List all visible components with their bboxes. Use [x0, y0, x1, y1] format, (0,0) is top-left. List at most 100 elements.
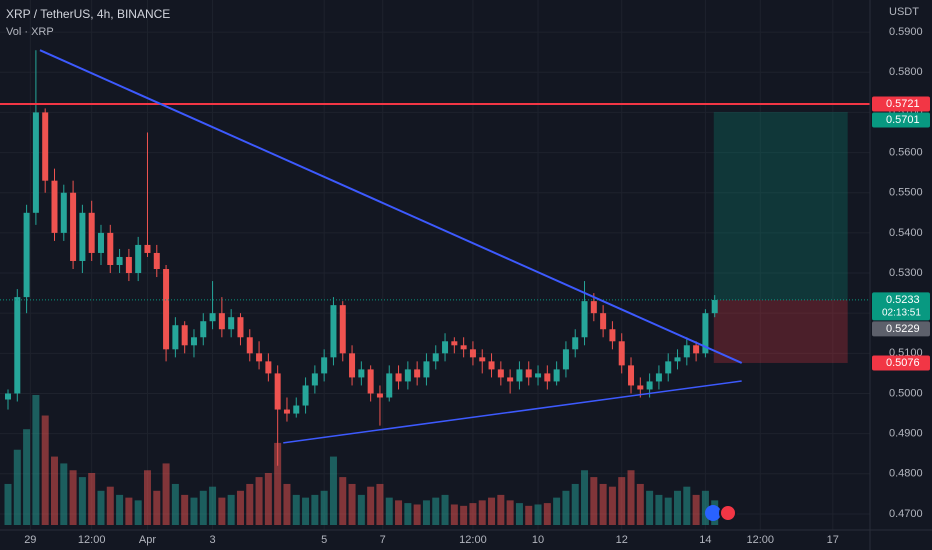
volume-bar: [236, 490, 244, 525]
candle-body: [460, 345, 467, 350]
volume-bar: [255, 477, 263, 525]
volume-bar: [50, 456, 58, 525]
candle-body: [544, 373, 551, 382]
candle-body: [646, 381, 653, 390]
volume-bar: [674, 490, 682, 525]
volume-bar: [60, 463, 68, 525]
volume-bar: [199, 490, 207, 525]
price-tag-label: 0.5229: [886, 323, 920, 335]
volume-bar: [88, 473, 96, 525]
candle-body: [562, 349, 569, 370]
volume-bar: [4, 483, 12, 525]
trendline: [283, 380, 742, 444]
volume-bar: [209, 486, 217, 525]
volume-bar: [218, 497, 226, 525]
volume-bar: [311, 494, 319, 525]
x-tick-label: 7: [380, 534, 386, 546]
candle-body: [283, 409, 290, 414]
candle-body: [163, 269, 170, 350]
volume-bar: [143, 470, 151, 525]
x-tick-label: 10: [532, 534, 544, 546]
candle-body: [42, 112, 49, 181]
candle-body: [293, 405, 300, 414]
candle-body: [200, 321, 207, 338]
y-tick-label: 0.5500: [889, 187, 923, 199]
candle-body: [218, 313, 225, 330]
countdown-label: 02:13:51: [882, 308, 921, 319]
volume-bar: [162, 463, 170, 525]
volume-bar: [692, 494, 700, 525]
candle-body: [674, 357, 681, 362]
volume-bar: [97, 490, 105, 525]
volume-bar: [460, 505, 468, 525]
candle-body: [51, 180, 58, 233]
candle-body: [423, 361, 430, 378]
candle-body: [665, 361, 672, 374]
volume-bar: [264, 473, 272, 525]
candle-body: [107, 232, 114, 265]
volume-bar: [153, 490, 161, 525]
candle-body: [23, 212, 30, 298]
y-tick-label: 0.4900: [889, 428, 923, 440]
candle-body: [60, 192, 67, 233]
candle-body: [125, 256, 132, 274]
volume-bar: [395, 500, 403, 525]
candle-body: [79, 212, 86, 261]
volume-bar: [525, 505, 533, 525]
candle-body: [451, 341, 458, 346]
price-tag-label: 0.5701: [886, 114, 920, 126]
volume-bar: [348, 483, 356, 525]
volume-bar: [646, 490, 654, 525]
volume-bar: [283, 483, 291, 525]
candle-body: [14, 297, 21, 394]
volume-bar: [404, 503, 412, 525]
volume-bar: [590, 477, 598, 525]
candle-body: [274, 373, 281, 410]
price-unit: USDT: [889, 6, 919, 18]
volume-bar: [116, 494, 124, 525]
y-tick-label: 0.5600: [889, 146, 923, 158]
volume-bar: [181, 494, 189, 525]
candle-body: [516, 369, 523, 382]
candle-body: [600, 313, 607, 330]
candle-body: [628, 365, 635, 386]
candle-body: [432, 353, 439, 362]
y-tick-label: 0.5400: [889, 227, 923, 239]
volume-bar: [683, 486, 691, 525]
volume-bar: [106, 486, 114, 525]
volume-bar: [478, 500, 486, 525]
volume-bar: [292, 494, 300, 525]
candle-body: [590, 301, 597, 314]
trendline: [39, 49, 743, 364]
stop-zone: [713, 299, 848, 363]
volume-bar: [562, 490, 570, 525]
candle-body: [525, 369, 532, 378]
candle-body: [190, 337, 197, 346]
y-tick-label: 0.4700: [889, 508, 923, 520]
candle-body: [339, 305, 346, 354]
volume-bar: [432, 497, 440, 525]
candle-body: [70, 192, 77, 261]
price-tag-label: 0.5233: [886, 294, 920, 306]
candle-body: [97, 232, 104, 253]
price-tag-label: 0.5721: [886, 98, 920, 110]
price-tag: [872, 321, 930, 337]
volume-bar: [469, 503, 477, 525]
flag-icon[interactable]: [719, 504, 737, 522]
volume-bar: [385, 497, 393, 525]
volume-bar: [701, 490, 709, 525]
x-tick-label: 14: [699, 534, 711, 546]
volume-bar: [441, 494, 449, 525]
drawing-layer: [0, 49, 870, 444]
volume-bar: [69, 470, 77, 525]
y-tick-label: 0.5300: [889, 267, 923, 279]
x-tick-label: Apr: [139, 534, 156, 546]
chart-title: XRP / TetherUS, 4h, BINANCE: [6, 7, 170, 21]
position-layer: [713, 112, 848, 363]
candle-body: [88, 212, 95, 253]
price-tag: [872, 96, 930, 112]
event-icon[interactable]: [705, 505, 721, 521]
volume-bar: [32, 395, 40, 525]
x-tick-label: 3: [210, 534, 216, 546]
